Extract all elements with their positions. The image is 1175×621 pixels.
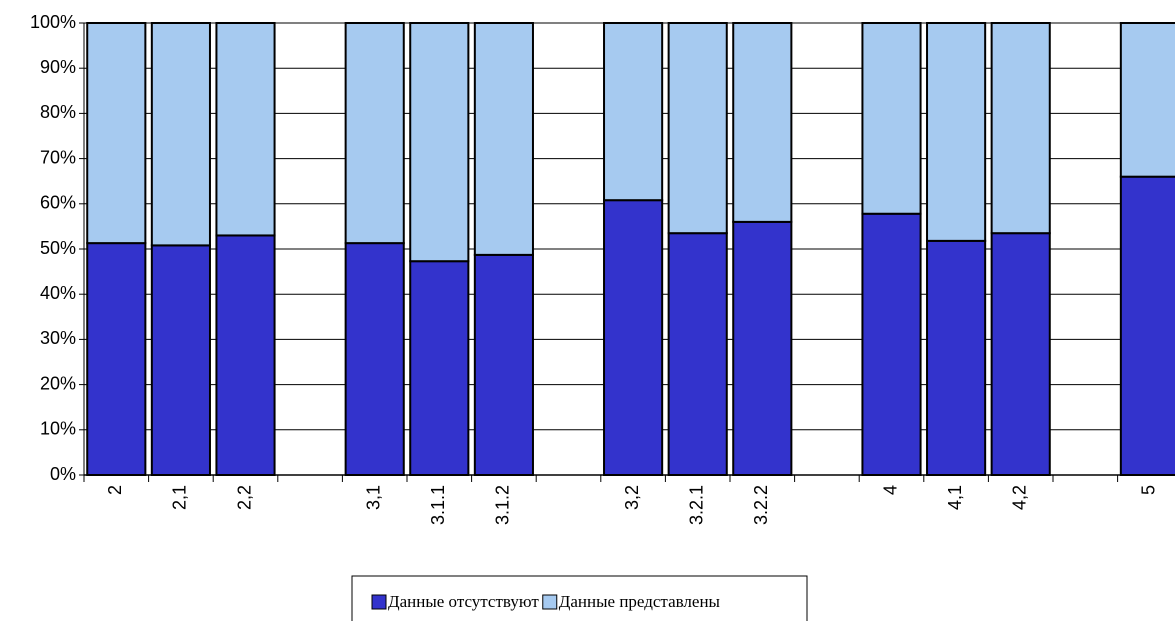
bar-segment (667, 232, 728, 476)
x-tick-label: 3.1.1 (428, 485, 448, 525)
bar-segment (990, 22, 1051, 235)
bar-segment (150, 22, 211, 247)
bar-segment (861, 212, 922, 477)
x-tick-label: 4,1 (945, 485, 965, 510)
bar-segment (150, 244, 211, 476)
bar-segment (409, 260, 470, 477)
bar-segment (344, 242, 405, 476)
x-tick-label: 3,1 (363, 485, 383, 510)
bar-segment (215, 234, 276, 476)
y-tick-label: 30% (40, 328, 76, 348)
x-tick-label: 4 (880, 485, 900, 495)
x-tick-label: 2,2 (234, 485, 254, 510)
bar-segment (990, 232, 1051, 476)
y-tick-label: 50% (40, 238, 76, 258)
bar-segment (409, 22, 470, 263)
y-tick-label: 100% (30, 12, 76, 32)
bar-segment (86, 242, 147, 476)
bar-segment (473, 22, 534, 256)
x-tick-label: 3.2.1 (686, 485, 706, 525)
bar-segment (732, 220, 793, 476)
y-tick-label: 10% (40, 419, 76, 439)
y-tick-label: 20% (40, 373, 76, 393)
y-tick-label: 70% (40, 147, 76, 167)
y-tick-label: 80% (40, 102, 76, 122)
x-tick-label: 2 (105, 485, 125, 495)
legend-label: Данные представлены (559, 592, 721, 611)
bar-segment (603, 22, 664, 202)
x-tick-label: 3.1.2 (493, 485, 513, 525)
y-tick-label: 0% (50, 464, 76, 484)
x-tick-label: 4,2 (1009, 485, 1029, 510)
bar-segment (1119, 175, 1175, 476)
legend-swatch (371, 594, 387, 610)
legend-box (351, 575, 808, 621)
bar-segment (732, 22, 793, 223)
legend-label: Данные отсутствуют (388, 592, 539, 611)
bar-segment (344, 22, 405, 245)
y-tick-label: 90% (40, 57, 76, 77)
y-tick-label: 40% (40, 283, 76, 303)
bar-segment (603, 199, 664, 477)
bar-segment (861, 22, 922, 215)
y-tick-label: 60% (40, 193, 76, 213)
x-tick-label: 2,1 (170, 485, 190, 510)
bar-segment (86, 22, 147, 245)
x-tick-label: 3.2.2 (751, 485, 771, 525)
bar-segment (926, 22, 987, 242)
x-tick-label: 3,2 (622, 485, 642, 510)
x-tick-label: 5 (1139, 485, 1159, 495)
bar-segment (667, 22, 728, 235)
bar-segment (926, 239, 987, 476)
bar-segment (1119, 22, 1175, 178)
bar-segment (215, 22, 276, 237)
legend-swatch (542, 594, 558, 610)
bar-segment (473, 253, 534, 476)
